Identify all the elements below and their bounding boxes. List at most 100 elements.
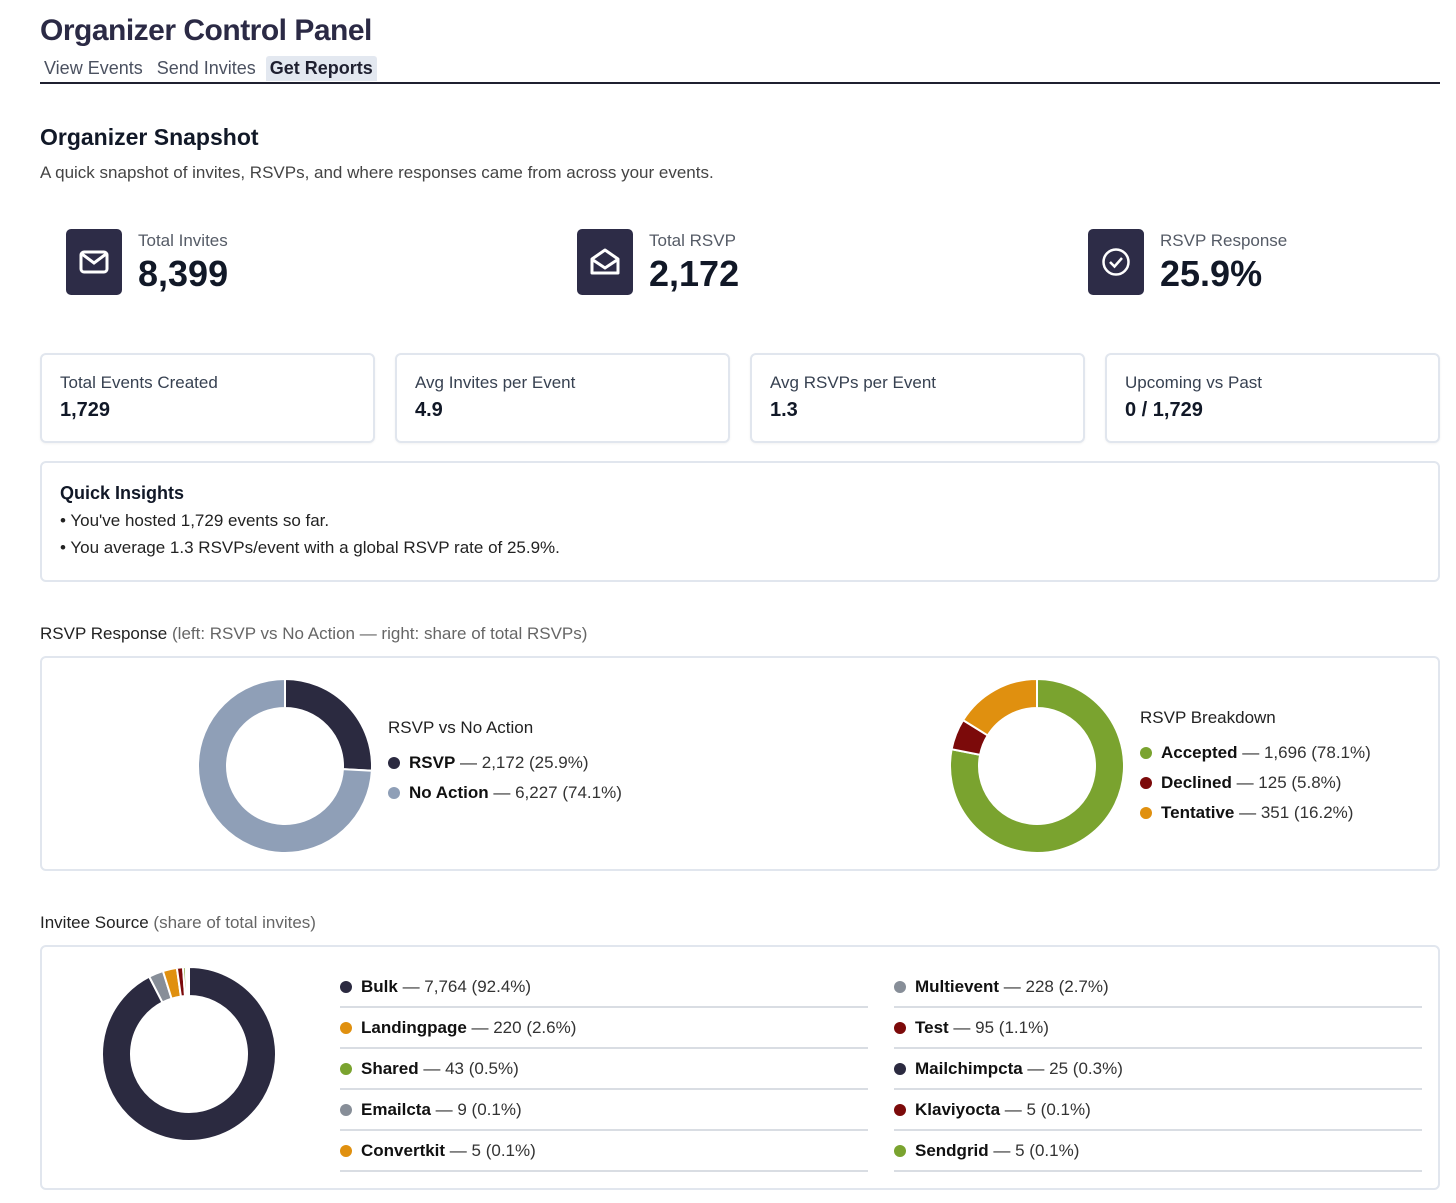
card-upcoming-vs-past: Upcoming vs Past 0 / 1,729 xyxy=(1105,353,1440,443)
legend-name: Accepted xyxy=(1161,743,1238,762)
legend-text: Test — 95 (1.1%) xyxy=(915,1018,1049,1038)
legend-name: Sendgrid xyxy=(915,1140,989,1160)
legend-item-accepted: Accepted — 1,696 (78.1%) xyxy=(1140,738,1371,768)
legend-dot-icon xyxy=(340,1021,352,1034)
rsvp-note: (left: RSVP vs No Action — right: share … xyxy=(172,624,588,643)
rsvp-vs-no-action-legend: RSVP vs No Action RSVP — 2,172 (25.9%) No … xyxy=(388,718,622,808)
legend-item-mailchimpcta: Mailchimpcta — 25 (0.3%) xyxy=(894,1049,1422,1090)
donut-slice-accepted xyxy=(949,677,1125,854)
stat-value: 8,399 xyxy=(138,253,229,294)
legend-text: Bulk — 7,764 (92.4%) xyxy=(361,977,531,997)
source-section-title: Invitee Source (share of total invites) xyxy=(40,913,1440,933)
legend-value: — 220 (2.6%) xyxy=(466,1017,577,1037)
legend-title: RSVP Breakdown xyxy=(1140,708,1276,727)
legend-name: Landingpage xyxy=(361,1017,467,1037)
source-note: (share of total invites) xyxy=(153,913,316,932)
legend-item-tentative: Tentative — 351 (16.2%) xyxy=(1140,798,1371,828)
legend-value: — 228 (2.7%) xyxy=(999,976,1109,996)
legend-item-no-action: No Action — 6,227 (74.1%) xyxy=(388,778,622,808)
page-title: Organizer Control Panel xyxy=(40,14,372,47)
legend-item-klaviyocta: Klaviyocta — 5 (0.1%) xyxy=(894,1090,1422,1131)
check-circle-icon xyxy=(1088,229,1144,295)
rsvp-section-title: RSVP Response (left: RSVP vs No Action —… xyxy=(40,624,1440,644)
legend-value: — 2,172 (25.9%) xyxy=(455,753,589,772)
legend-item-convertkit: Convertkit — 5 (0.1%) xyxy=(340,1131,868,1172)
card-value: 1.3 xyxy=(770,399,798,421)
legend-name: Mailchimpcta xyxy=(915,1058,1023,1078)
stat-value: 2,172 xyxy=(649,253,740,294)
legend-dot-icon xyxy=(340,1062,352,1075)
legend-text: RSVP — 2,172 (25.9%) xyxy=(409,753,589,773)
insight-item: • You average 1.3 RSVPs/event with a glo… xyxy=(60,538,560,557)
legend-item-shared: Shared — 43 (0.5%) xyxy=(340,1049,868,1090)
metric-cards: Total Events Created 1,729 Avg Invites pe… xyxy=(40,353,1440,443)
envelope-icon xyxy=(66,229,122,295)
legend-value: — 95 (1.1%) xyxy=(948,1017,1049,1037)
legend-dot-icon xyxy=(388,787,400,799)
legend-dot-icon xyxy=(894,1062,906,1075)
rsvp-breakdown-legend: RSVP Breakdown Accepted — 1,696 (78.1%) De… xyxy=(1140,708,1371,828)
legend-name: Multievent xyxy=(915,976,1000,996)
card-label: Avg Invites per Event xyxy=(415,373,576,392)
legend-value: — 7,764 (92.4%) xyxy=(397,976,532,996)
stat-value: 25.9% xyxy=(1160,253,1263,294)
rsvp-panel: RSVP vs No Action RSVP — 2,172 (25.9%) No … xyxy=(40,656,1440,871)
rsvp-title: RSVP Response xyxy=(40,624,168,643)
legend-item-declined: Declined — 125 (5.8%) xyxy=(1140,768,1371,798)
legend-dot-icon xyxy=(894,980,906,993)
legend-dot-icon xyxy=(1140,747,1152,759)
legend-value: — 5 (0.1%) xyxy=(1000,1099,1091,1119)
legend-dot-icon xyxy=(1140,807,1152,819)
rsvp-vs-no-action-donut xyxy=(197,677,373,854)
stat-label: Total Invites xyxy=(138,231,228,250)
legend-name: Bulk xyxy=(361,976,398,996)
legend-dot-icon xyxy=(894,1021,906,1034)
legend-item-emailcta: Emailcta — 9 (0.1%) xyxy=(340,1090,868,1131)
legend-name: Klaviyocta xyxy=(915,1099,1001,1119)
donut-slice-rsvp xyxy=(284,677,373,772)
legend-text: Tentative — 351 (16.2%) xyxy=(1161,803,1353,823)
card-label: Upcoming vs Past xyxy=(1125,373,1262,392)
stats-row: Total Invites 8,399 Total RSVP 2,172 RSVP … xyxy=(40,183,1440,353)
section-subtitle: A quick snapshot of invites, RSVPs, and … xyxy=(40,163,714,182)
insights-title: Quick Insights xyxy=(60,483,185,503)
legend-item-rsvp: RSVP — 2,172 (25.9%) xyxy=(388,748,622,778)
source-title: Invitee Source xyxy=(40,913,149,932)
envelope-open-icon xyxy=(577,229,633,295)
legend-item-bulk: Bulk — 7,764 (92.4%) xyxy=(340,967,868,1008)
legend-value: — 1,696 (78.1%) xyxy=(1237,743,1371,762)
legend-item-landingpage: Landingpage — 220 (2.6%) xyxy=(340,1008,868,1049)
legend-item-sendgrid: Sendgrid — 5 (0.1%) xyxy=(894,1131,1422,1172)
legend-item-multievent: Multievent — 228 (2.7%) xyxy=(894,967,1422,1008)
legend-value: — 5 (0.1%) xyxy=(445,1140,536,1160)
legend-dot-icon xyxy=(340,1103,352,1116)
legend-dot-icon xyxy=(340,1144,352,1157)
legend-name: Convertkit xyxy=(361,1140,446,1160)
legend-dot-icon xyxy=(1140,777,1152,789)
invitee-source-legend: Bulk — 7,764 (92.4%) Multievent — 228 (2.… xyxy=(340,967,1422,1172)
legend-dot-icon xyxy=(340,980,352,993)
stat-label: RSVP Response xyxy=(1160,231,1288,250)
legend-dot-icon xyxy=(388,757,400,769)
legend-value: — 25 (0.3%) xyxy=(1022,1058,1123,1078)
tab-view-events[interactable]: View Events xyxy=(44,58,143,78)
legend-name: Emailcta xyxy=(361,1099,431,1119)
legend-name: Declined xyxy=(1161,773,1232,792)
donut-slice-bulk xyxy=(101,965,277,1142)
card-label: Avg RSVPs per Event xyxy=(770,373,936,392)
legend-value: — 43 (0.5%) xyxy=(418,1058,519,1078)
source-panel: Bulk — 7,764 (92.4%) Multievent — 228 (2.… xyxy=(40,945,1440,1190)
stat-total-rsvp: Total RSVP 2,172 xyxy=(577,229,739,295)
invitee-source-donut xyxy=(101,965,277,1142)
tab-send-invites[interactable]: Send Invites xyxy=(156,58,256,78)
insight-item: • You've hosted 1,729 events so far. xyxy=(60,511,330,530)
card-total-events: Total Events Created 1,729 xyxy=(40,353,375,443)
legend-text: Sendgrid — 5 (0.1%) xyxy=(915,1141,1079,1161)
legend-value: — 125 (5.8%) xyxy=(1231,773,1342,792)
legend-item-test: Test — 95 (1.1%) xyxy=(894,1008,1422,1049)
tab-get-reports[interactable]: Get Reports xyxy=(265,56,377,81)
legend-value: — 9 (0.1%) xyxy=(430,1099,522,1119)
legend-text: Mailchimpcta — 25 (0.3%) xyxy=(915,1059,1123,1079)
card-avg-rsvps: Avg RSVPs per Event 1.3 xyxy=(750,353,1085,443)
legend-text: Shared — 43 (0.5%) xyxy=(361,1059,519,1079)
